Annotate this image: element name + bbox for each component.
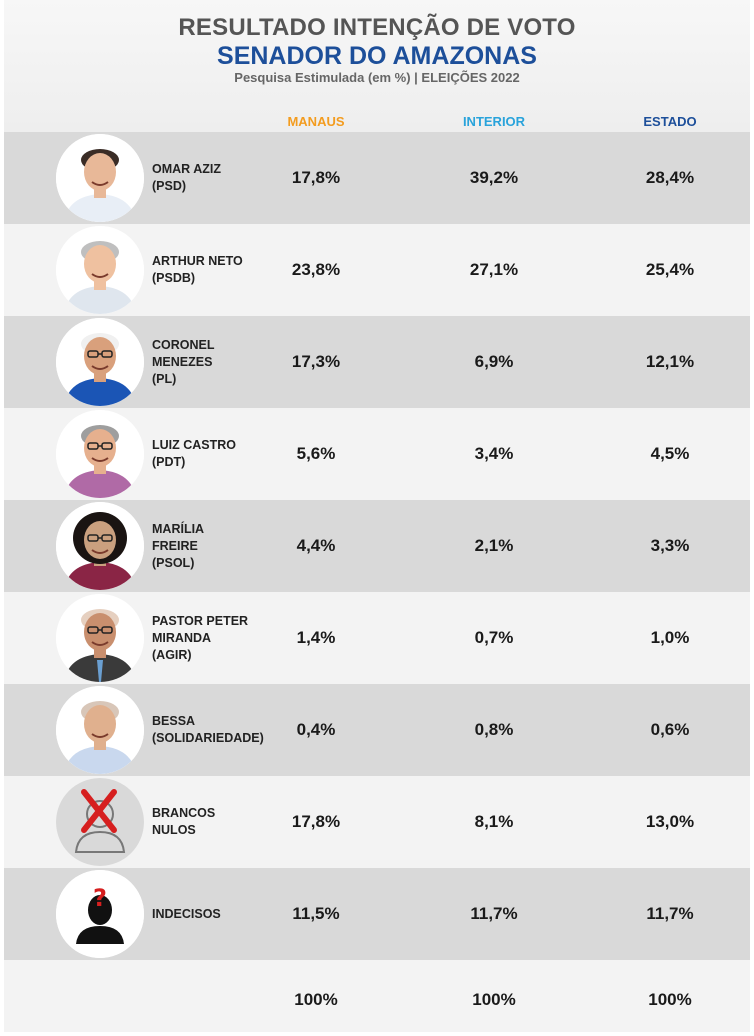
table-row: CORONEL MENEZES (PL) 17,3% 6,9% 12,1% [4,316,750,408]
candidate-name: CORONEL MENEZES (PL) [152,316,282,408]
column-header-estado: ESTADO [643,114,697,129]
value-manaus: 17,8% [291,168,341,187]
value-estado: 1,0% [650,628,690,647]
candidate-name-line: BRANCOS [152,806,216,820]
totals-row: 100% 100% 100% [4,960,750,1032]
value-interior: 3,4% [474,444,514,463]
value-interior: 0,7% [474,628,514,647]
candidate-name-line: INDECISOS [152,906,221,921]
value-interior: 39,2% [469,168,519,187]
candidate-name-line: BESSA [152,714,196,728]
value-estado: 28,4% [645,168,695,187]
poll-card: RESULTADO INTENÇÃO DE VOTO SENADOR DO AM… [4,0,750,1032]
candidate-name: ARTHUR NETO (PSDB) [152,224,282,316]
value-estado: 25,4% [645,260,695,279]
candidate-name-line: MENEZES [152,354,213,369]
candidate-name: PASTOR PETER MIRANDA (AGIR) [152,592,282,684]
candidate-photo [56,226,144,314]
candidate-name-line: (PSDB) [152,271,196,285]
page-title: RESULTADO INTENÇÃO DE VOTO [178,14,576,41]
table-row: BESSA (SOLIDARIEDADE) 0,4% 0,8% 0,6% [4,684,750,776]
value-manaus: 17,3% [291,352,341,371]
value-estado: 4,5% [650,444,690,463]
value-manaus: 17,8% [291,812,341,831]
table-row: OMAR AZIZ (PSD) 17,8% 39,2% 28,4% [4,132,750,224]
column-header-interior: INTERIOR [462,114,526,129]
table-row: ? INDECISOS 11,5% 11,7% 11,7% [4,868,750,960]
total-estado: 100% [648,990,692,1009]
candidate-name-line: (PDT) [152,455,186,469]
candidate-name-line: (PL) [152,371,177,386]
candidate-name: BESSA (SOLIDARIEDADE) [152,684,282,776]
value-manaus: 5,6% [296,444,336,463]
candidate-name-line: NULOS [152,823,196,837]
value-manaus: 0,4% [296,720,336,739]
candidate-name-line: (SOLIDARIEDADE) [152,731,264,745]
value-estado: 13,0% [645,812,695,831]
value-manaus: 23,8% [291,260,341,279]
value-estado: 11,7% [646,904,694,923]
candidate-photo [56,686,144,774]
value-interior: 0,8% [474,720,514,739]
value-interior: 6,9% [474,352,514,371]
value-manaus: 4,4% [296,536,336,555]
candidate-name-line: MARÍLIA [152,521,205,536]
value-manaus: 11,5% [292,904,340,923]
page-subtitle: SENADOR DO AMAZONAS [217,42,537,70]
candidate-name-line: PASTOR PETER [152,613,249,628]
candidate-name-line: MIRANDA [152,630,212,645]
candidate-name-line: FREIRE [152,538,198,553]
results-table: OMAR AZIZ (PSD) 17,8% 39,2% 28,4% ARTHUR NETO… [4,132,750,1032]
candidate-name-line: CORONEL [152,337,215,352]
total-interior: 100% [472,990,516,1009]
candidate-name: MARÍLIA FREIRE (PSOL) [152,500,282,592]
candidate-name-line: OMAR AZIZ [152,162,221,176]
table-row: MARÍLIA FREIRE (PSOL) 4,4% 2,1% 3,3% [4,500,750,592]
candidate-photo [56,318,144,406]
table-row: ARTHUR NETO (PSDB) 23,8% 27,1% 25,4% [4,224,750,316]
undecided-icon: ? [56,870,144,958]
candidate-photo [56,502,144,590]
value-estado: 12,1% [645,352,695,371]
candidate-name-line: (AGIR) [152,647,192,662]
survey-caption: Pesquisa Estimulada (em %) | ELEIÇÕES 20… [234,70,520,85]
candidate-name-line: (PSD) [152,179,187,193]
blank-null-icon [56,778,144,866]
value-estado: 0,6% [650,720,690,739]
candidate-photo [56,410,144,498]
candidate-name-line: (PSOL) [152,555,195,570]
header: RESULTADO INTENÇÃO DE VOTO SENADOR DO AM… [4,0,750,132]
candidate-name: BRANCOS NULOS [152,776,282,868]
candidate-name: LUIZ CASTRO (PDT) [152,408,282,500]
candidate-name: INDECISOS [152,868,282,960]
value-manaus: 1,4% [296,628,336,647]
value-interior: 2,1% [474,536,514,555]
value-interior: 8,1% [474,812,514,831]
candidate-photo [56,594,144,682]
table-row: BRANCOS NULOS 17,8% 8,1% 13,0% [4,776,750,868]
candidate-name-line: LUIZ CASTRO [152,438,237,452]
candidate-name-line: ARTHUR NETO [152,254,243,268]
table-row: PASTOR PETER MIRANDA (AGIR) 1,4% 0,7% 1,0% [4,592,750,684]
candidate-name: OMAR AZIZ (PSD) [152,132,282,224]
svg-text:?: ? [93,884,107,912]
value-interior: 11,7% [470,904,518,923]
value-estado: 3,3% [650,536,690,555]
value-interior: 27,1% [469,260,519,279]
column-header-manaus: MANAUS [287,114,345,129]
candidate-photo [56,134,144,222]
total-manaus: 100% [294,990,338,1009]
table-row: LUIZ CASTRO (PDT) 5,6% 3,4% 4,5% [4,408,750,500]
